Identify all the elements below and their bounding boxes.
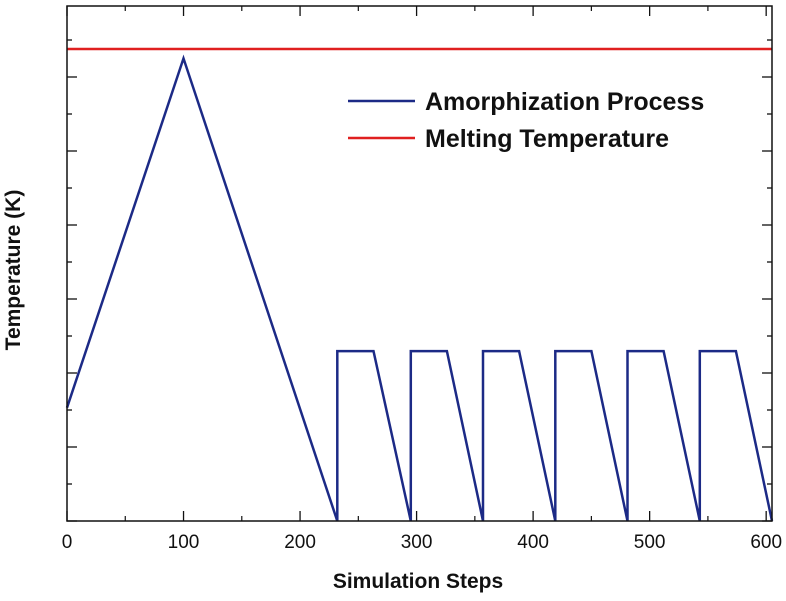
y-axis-title: Temperature (K) [2, 190, 25, 351]
plot-frame [66, 5, 773, 522]
x-tick-label: 600 [750, 532, 782, 553]
x-tick-label: 400 [517, 532, 549, 553]
series-line-amorphization [65, 54, 774, 522]
axis-ticks [66, 6, 772, 522]
legend-label-amorphization: Amorphization Process [425, 88, 704, 116]
x-tick-label: 200 [284, 532, 316, 553]
legend-label-melting: Melting Temperature [425, 125, 669, 153]
x-tick-labels: 0 100 200 300 400 500 600 [62, 532, 782, 553]
legend: Amorphization Process Melting Temperatur… [348, 88, 704, 153]
series-lines [65, 47, 774, 522]
x-axis-title: Simulation Steps [333, 570, 503, 593]
x-tick-label: 100 [168, 532, 200, 553]
x-tick-label: 0 [62, 532, 73, 553]
x-tick-label: 500 [634, 532, 666, 553]
x-tick-label: 300 [401, 532, 433, 553]
